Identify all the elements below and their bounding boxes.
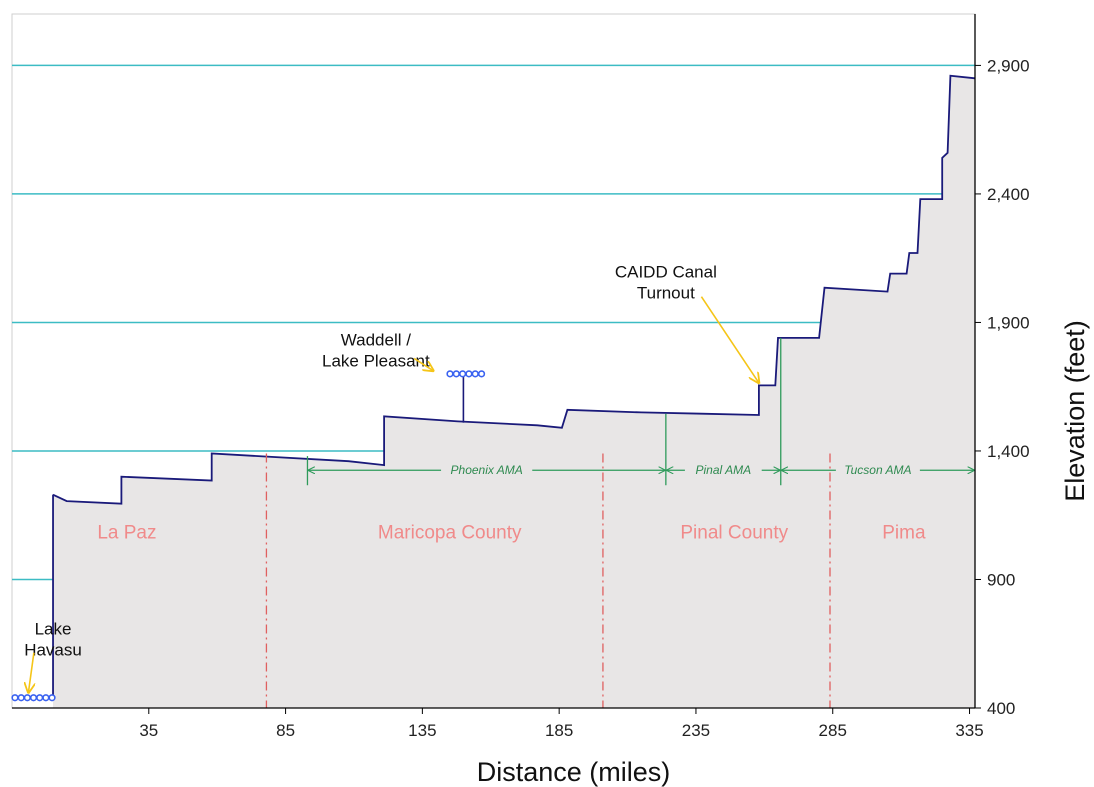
x-tick-label: 185	[545, 721, 573, 740]
callout-label: Havasu	[24, 641, 82, 660]
callout-label: Lake Pleasant	[322, 352, 430, 371]
ama-label: Tucson AMA	[844, 463, 911, 477]
x-tick-label: 335	[955, 721, 983, 740]
y-tick-label: 1,900	[987, 313, 1030, 332]
y-tick-label: 400	[987, 699, 1015, 718]
reservoir-dot	[36, 694, 44, 702]
county-label: Maricopa County	[378, 522, 522, 543]
y-tick-label: 2,900	[987, 56, 1030, 75]
y-axis-title: Elevation (feet)	[1060, 320, 1090, 502]
x-tick-label: 235	[682, 721, 710, 740]
callout-label: Waddell /	[341, 331, 412, 350]
county-label: La Paz	[97, 522, 156, 543]
y-tick-label: 2,400	[987, 185, 1030, 204]
reservoir-dot	[42, 694, 50, 702]
reservoir-dot	[48, 694, 56, 702]
profile-line	[52, 74, 976, 505]
reservoir-dot	[17, 694, 25, 702]
x-tick-label: 285	[819, 721, 847, 740]
reservoir-dot	[452, 370, 460, 378]
callout-arrow	[700, 296, 758, 383]
reservoir-dot	[459, 370, 467, 378]
reservoir-dot	[29, 694, 38, 702]
y-tick-label: 1,400	[987, 442, 1030, 461]
callout-label: CAIDD Canal	[615, 262, 717, 281]
y-tick-label: 900	[987, 570, 1015, 589]
x-axis-title: Distance (miles)	[477, 757, 671, 787]
reservoir-dot	[23, 694, 31, 702]
x-tick-label: 135	[408, 721, 436, 740]
reservoir-dot	[477, 370, 486, 378]
callout-arrow	[413, 357, 433, 370]
reservoir-dot	[465, 370, 473, 378]
callout-label: Lake	[35, 620, 72, 639]
reservoir-dot	[11, 694, 19, 702]
reservoir-dot	[446, 370, 454, 378]
x-tick-label: 85	[276, 721, 295, 740]
chart-annotations: La Paz Maricopa County Pinal County Pima Pho…	[11, 262, 974, 708]
ama-label: Phoenix AMA	[451, 463, 523, 477]
x-tick-label: 35	[139, 721, 158, 740]
callout-arrow	[28, 652, 33, 693]
reservoir-dot	[471, 370, 479, 378]
ama-label: Pinal AMA	[696, 463, 752, 477]
callout-label: Turnout	[637, 283, 695, 302]
profile-area	[53, 75, 975, 708]
county-label: Pima	[882, 522, 926, 543]
county-label: Pinal County	[680, 522, 788, 543]
